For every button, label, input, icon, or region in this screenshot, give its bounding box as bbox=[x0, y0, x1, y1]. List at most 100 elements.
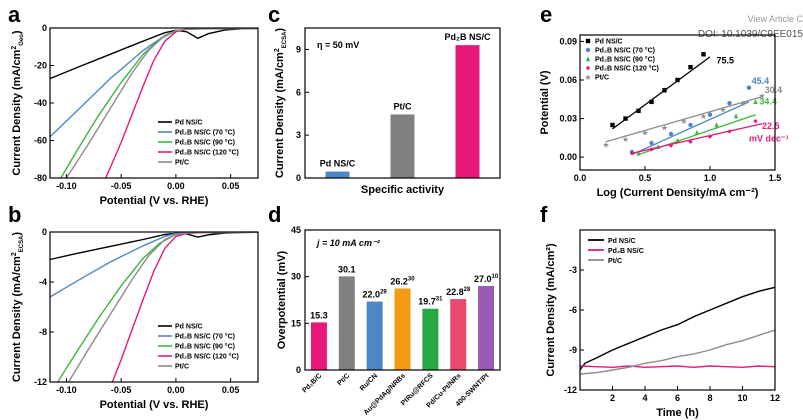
bar-value-label: 26.230 bbox=[390, 276, 415, 286]
plot-frame bbox=[304, 229, 501, 371]
y-tick-label: 15 bbox=[291, 318, 301, 328]
x-axis-label: Log (Current Density/mA cm⁻²) bbox=[597, 187, 759, 199]
bar bbox=[338, 276, 355, 370]
series-line bbox=[49, 231, 259, 261]
slope-label: 75.5 bbox=[717, 55, 735, 65]
view-article-link[interactable]: View Article C bbox=[748, 14, 803, 24]
data-point: ★ bbox=[700, 112, 707, 121]
data-point bbox=[610, 122, 615, 128]
bar bbox=[450, 299, 467, 370]
legend-entry: Pd₂B NS/C (90 °C) bbox=[175, 139, 235, 147]
y-axis-label: Current Density (mA/cm2ECSA) bbox=[11, 232, 25, 383]
y-tick-label: -4 bbox=[39, 277, 47, 287]
y-tick-label: 0 bbox=[296, 365, 301, 375]
y-tick-label: -6 bbox=[569, 305, 577, 315]
data-point bbox=[753, 99, 758, 105]
legend-entry: Pt/C bbox=[175, 160, 189, 167]
charts-group: a-0.10 -0.05 0.00 0.050-20-40-60-80Potentia… bbox=[8, 2, 789, 419]
x-axis-label: Potential (V vs. RHE) bbox=[100, 195, 209, 207]
legend-entry: Pd₂B NS/C (90 °C) bbox=[175, 343, 235, 351]
series-line bbox=[579, 286, 776, 371]
panel-e: e75.545.434.422.5★★★★★★★★★30.4mV dec⁻¹0.… bbox=[539, 2, 789, 199]
legend-entry: Pd₂B NS/C (120 °C) bbox=[175, 353, 239, 361]
panel-c: c Pd NS/C Pt/C Pd₂B NS/C 0 3 6 9 η = 50 mV Specif… bbox=[268, 2, 501, 196]
bar-label: Pd₂B NS/C bbox=[444, 32, 491, 42]
data-point bbox=[636, 108, 641, 114]
data-point bbox=[675, 77, 680, 83]
annotation: η = 50 mV bbox=[317, 40, 359, 50]
x-tick-label: 2 bbox=[610, 393, 615, 403]
x-tick-label: 1.5 bbox=[769, 173, 782, 183]
data-point: ★ bbox=[641, 129, 648, 138]
data-point: ★ bbox=[719, 106, 726, 115]
legend-entry: Pd₂B NS/C (70 °C) bbox=[175, 129, 235, 137]
bar bbox=[478, 286, 495, 370]
panel-a: a -0.10 -0.05 0.00 0.05 0 -20 -40 -60 -80 Potentia… bbox=[8, 2, 259, 207]
x-tick-label: 1.0 bbox=[704, 173, 717, 183]
bar bbox=[325, 171, 350, 178]
plot-frame bbox=[304, 27, 501, 179]
y-tick-label: -8 bbox=[39, 327, 47, 337]
bar bbox=[422, 308, 439, 370]
bar-value-label: 27.010 bbox=[474, 274, 499, 284]
bar-label: Pt/C bbox=[394, 101, 413, 111]
panel-label: f bbox=[540, 202, 548, 227]
series-line bbox=[68, 231, 259, 383]
legend-entry: Pd NS/C bbox=[175, 120, 203, 127]
bar-value-label: 30.1 bbox=[338, 264, 356, 274]
x-tick-label: 0.05 bbox=[222, 385, 240, 395]
x-tick-label: -0.05 bbox=[111, 181, 132, 191]
legend-entry: Pd₂B NS/C (120 °C) bbox=[175, 149, 239, 157]
y-tick-label: 0.09 bbox=[559, 36, 577, 46]
series-line bbox=[579, 365, 776, 369]
x-tick-label: -0.10 bbox=[56, 181, 77, 191]
y-tick-label: 0 bbox=[42, 23, 47, 33]
legend-entry: Pd NS/C bbox=[595, 39, 623, 46]
x-tick-label: 0.00 bbox=[167, 181, 185, 191]
panel-label: c bbox=[268, 2, 280, 27]
data-point bbox=[668, 131, 674, 137]
panel-label: e bbox=[540, 2, 552, 27]
panel-label: d bbox=[268, 202, 281, 227]
y-tick-label: -12 bbox=[564, 385, 577, 395]
y-tick-label: -80 bbox=[34, 173, 47, 183]
x-tick-label: -0.05 bbox=[111, 385, 132, 395]
y-axis-label: Current Density (mA/cm²) bbox=[545, 243, 557, 377]
y-tick-label: 0 bbox=[296, 173, 301, 183]
data-point: ★ bbox=[661, 124, 668, 133]
data-point bbox=[714, 122, 719, 128]
data-point: ★ bbox=[680, 117, 687, 126]
fit-line bbox=[638, 114, 756, 156]
bar-value-label: 22.828 bbox=[446, 287, 471, 297]
y-tick-label: 0.03 bbox=[559, 114, 577, 124]
slope-unit: mV dec⁻¹ bbox=[749, 134, 789, 144]
legend-entry: Pd₂B NS/C (90 °C) bbox=[595, 56, 655, 64]
x-tick-label: 0.05 bbox=[222, 181, 240, 191]
y-tick-label: 0.06 bbox=[559, 75, 577, 85]
legend-entry: Pd₂B NS/C (70 °C) bbox=[595, 47, 655, 55]
data-point: ★ bbox=[739, 99, 746, 108]
data-point bbox=[649, 99, 654, 105]
slope-label: 22.5 bbox=[762, 121, 780, 131]
bar-value-label: 19.731 bbox=[418, 297, 443, 307]
y-axis-label: Current Density (mA/cm2Geo) bbox=[11, 30, 25, 176]
x-axis-label: Time (h) bbox=[656, 407, 699, 419]
y-tick-label: -40 bbox=[34, 98, 47, 108]
y-tick-label: -20 bbox=[34, 61, 47, 71]
series-line bbox=[579, 329, 776, 375]
x-tick-label: 6 bbox=[675, 393, 680, 403]
series-line bbox=[65, 27, 259, 179]
y-tick-label: -9 bbox=[569, 345, 577, 355]
x-tick-label: 10 bbox=[737, 393, 747, 403]
legend-entry: Pd NS/C bbox=[175, 324, 203, 331]
data-point bbox=[753, 118, 758, 124]
data-point: ★ bbox=[602, 140, 609, 149]
annotation: j = 10 mA cm⁻² bbox=[316, 238, 381, 248]
y-tick-label: 45 bbox=[291, 225, 301, 235]
bar bbox=[366, 301, 383, 370]
x-tick-label: 4 bbox=[642, 393, 647, 403]
legend-entry: Pd₂B NS/C (120 °C) bbox=[595, 65, 659, 73]
y-tick-label: -12 bbox=[34, 377, 47, 387]
bar bbox=[394, 288, 411, 370]
fit-line bbox=[631, 101, 750, 156]
